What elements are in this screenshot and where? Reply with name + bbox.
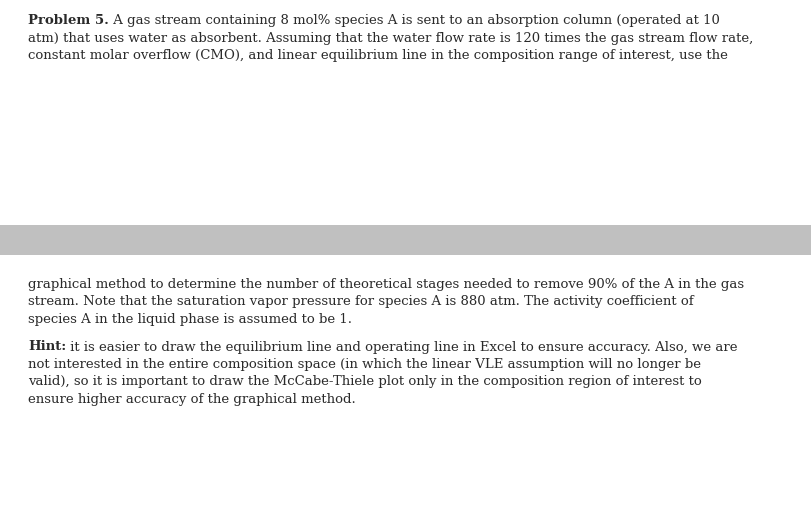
Text: valid), so it is important to draw the McCabe-Thiele plot only in the compositio: valid), so it is important to draw the M…: [28, 376, 702, 388]
Text: not interested in the entire composition space (in which the linear VLE assumpti: not interested in the entire composition…: [28, 358, 701, 371]
Text: A gas stream containing 8 mol% species A is sent to an absorption column (operat: A gas stream containing 8 mol% species A…: [109, 14, 719, 27]
Text: graphical method to determine the number of theoretical stages needed to remove : graphical method to determine the number…: [28, 278, 744, 291]
Bar: [0, 225, 811, 255]
Text: constant molar overflow (CMO), and linear equilibrium line in the composition ra: constant molar overflow (CMO), and linea…: [28, 49, 728, 62]
Text: Problem 5.: Problem 5.: [28, 14, 109, 27]
Text: ensure higher accuracy of the graphical method.: ensure higher accuracy of the graphical …: [28, 393, 356, 406]
Text: it is easier to draw the equilibrium line and operating line in Excel to ensure : it is easier to draw the equilibrium lin…: [67, 341, 738, 353]
Text: Hint:: Hint:: [28, 341, 67, 353]
Text: atm) that uses water as absorbent. Assuming that the water flow rate is 120 time: atm) that uses water as absorbent. Assum…: [28, 32, 753, 44]
Text: species A in the liquid phase is assumed to be 1.: species A in the liquid phase is assumed…: [28, 313, 352, 326]
Text: stream. Note that the saturation vapor pressure for species A is 880 atm. The ac: stream. Note that the saturation vapor p…: [28, 296, 693, 308]
